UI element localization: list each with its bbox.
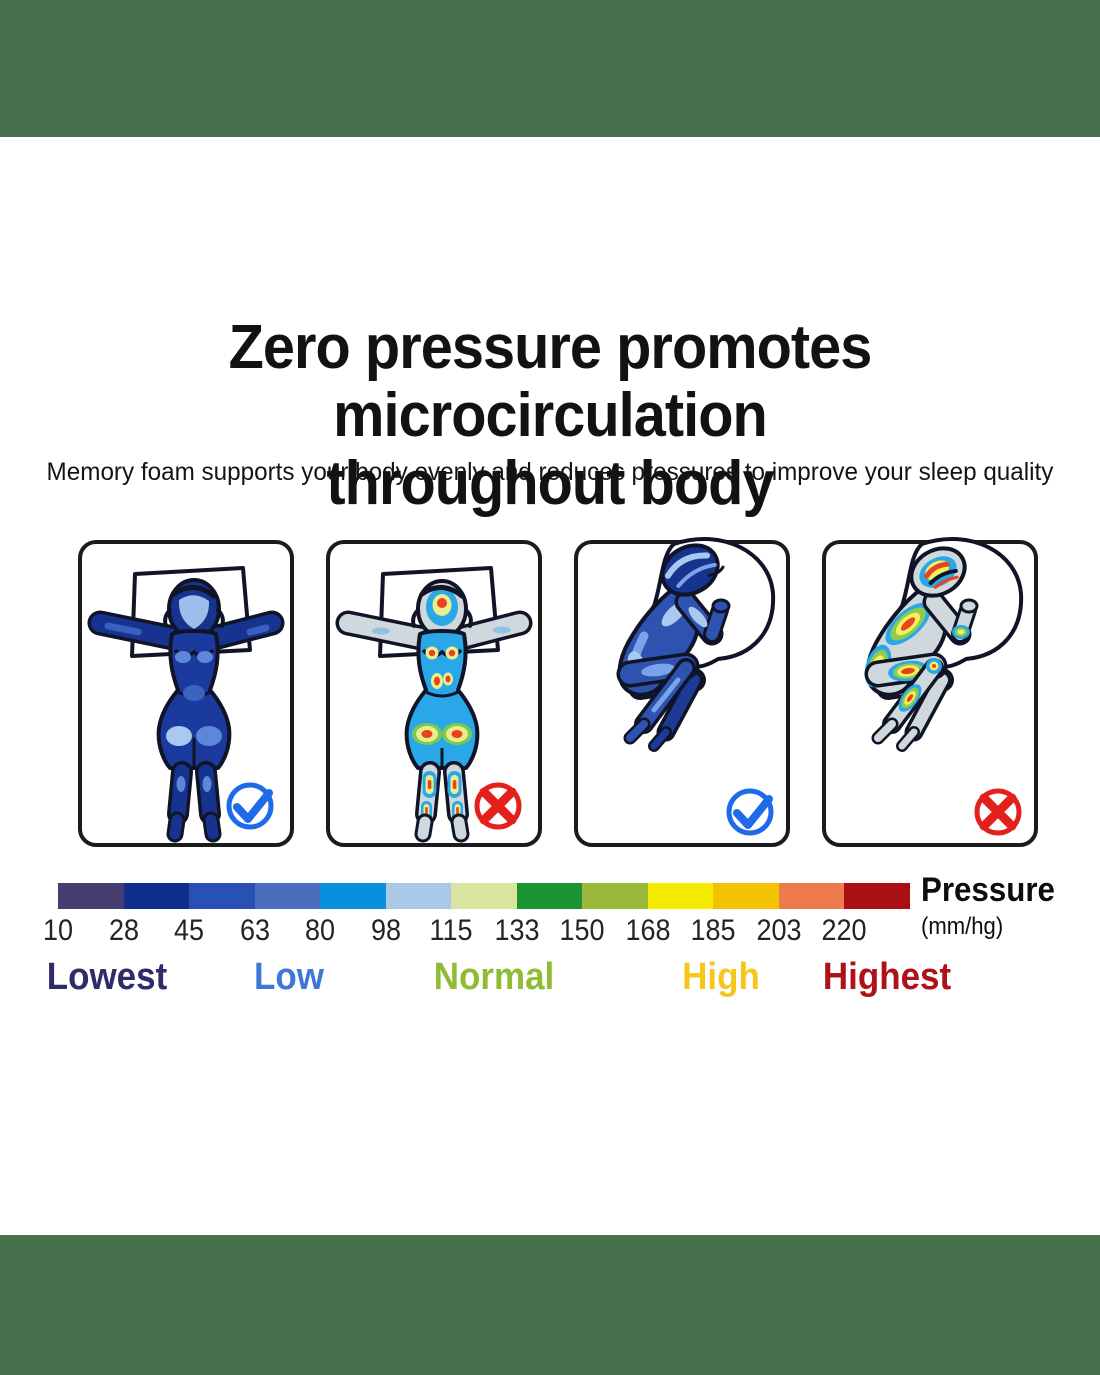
panel-back-sleeper-even	[78, 540, 294, 847]
pressure-level-high: High	[682, 956, 760, 998]
pressure-value: 133	[494, 914, 540, 947]
colorbar-segment	[254, 883, 321, 909]
page-title: Zero pressure promotes microcirculation …	[39, 314, 1062, 518]
pressure-level-highest: Highest	[822, 956, 952, 998]
colorbar-segment	[516, 883, 583, 909]
pressure-value: 10	[42, 914, 74, 947]
pressure-level-normal: Normal	[433, 956, 555, 998]
pressure-scale-unit: (mm/hg)	[921, 913, 1004, 940]
figure-back-sleeper-even	[87, 566, 285, 843]
pressure-scale-title: Pressure	[921, 871, 1055, 909]
colorbar-segment	[647, 883, 714, 909]
pressure-colorbar	[58, 883, 910, 909]
page-subtitle: Memory foam supports your body evenly an…	[46, 458, 1054, 486]
pressure-value: 98	[370, 914, 401, 947]
colorbar-segment	[582, 883, 648, 909]
pressure-level-lowest: Lowest	[46, 956, 168, 998]
pressure-value: 63	[239, 914, 270, 947]
figure-side-sleeper-even	[616, 537, 776, 836]
colorbar-segment	[320, 883, 386, 909]
panel-side-sleeper-points	[822, 537, 1038, 847]
pressure-value: 185	[690, 914, 736, 947]
check-icon	[726, 788, 774, 836]
pressure-scale-caption: Pressure (mm/hg)	[921, 871, 1067, 941]
bottom-letterbox-band	[0, 1235, 1100, 1375]
pressure-value: 168	[625, 914, 671, 947]
pressure-value: 150	[559, 914, 605, 947]
panel-back-sleeper-points	[326, 540, 542, 847]
panel-side-sleeper-even	[574, 537, 790, 847]
top-letterbox-band	[0, 0, 1100, 137]
pressure-value: 45	[174, 914, 205, 947]
pressure-levels: Lowest Low Normal High Highest	[47, 956, 958, 1002]
colorbar-segment	[451, 883, 517, 909]
pressure-value: 28	[108, 914, 139, 947]
pressure-value: 203	[756, 914, 802, 947]
colorbar-segment	[778, 883, 845, 909]
cross-icon	[974, 788, 1022, 836]
pressure-value: 220	[821, 914, 867, 947]
pressure-values: 10 28 45 63 80 98 115 133 150 168 185 203 220	[43, 914, 958, 947]
title-line-1: Zero pressure promotes microcirculation	[228, 313, 873, 450]
pressure-value: 115	[429, 914, 473, 947]
colorbar-segment	[385, 883, 452, 909]
colorbar-segment	[123, 883, 190, 909]
figure-side-sleeper-points	[864, 537, 1024, 836]
pressure-level-low: Low	[254, 956, 324, 998]
colorbar-segment	[58, 883, 124, 909]
pose-panels	[78, 537, 1038, 847]
colorbar-segment	[844, 883, 910, 909]
cross-icon	[474, 782, 522, 830]
title-line-2: throughout body	[326, 449, 774, 518]
check-icon	[226, 782, 274, 830]
figure-back-sleeper-points	[335, 566, 533, 843]
colorbar-segment	[189, 883, 255, 909]
pressure-value: 80	[305, 914, 336, 947]
colorbar-segment	[713, 883, 779, 909]
